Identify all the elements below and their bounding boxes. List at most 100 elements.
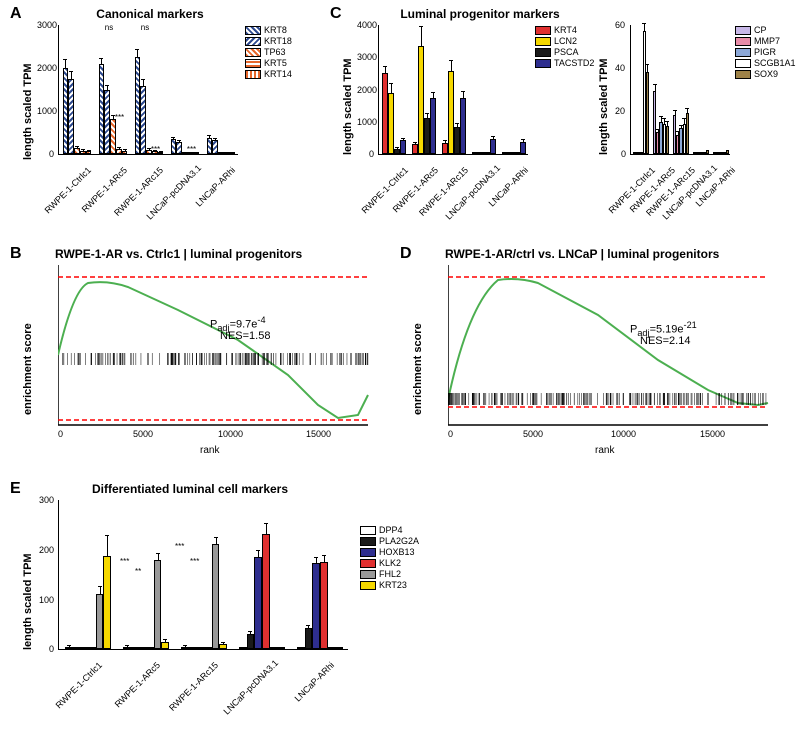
error-cap bbox=[156, 553, 160, 554]
bar bbox=[140, 86, 146, 154]
error-cap bbox=[659, 116, 663, 117]
legend-label: TACSTD2 bbox=[554, 58, 594, 68]
legend-swatch bbox=[360, 526, 376, 535]
legend-swatch bbox=[245, 26, 261, 35]
error-bar bbox=[493, 137, 494, 139]
error-cap bbox=[264, 523, 268, 524]
error-cap bbox=[431, 92, 435, 93]
panel-e-chart: 300 200 100 0 bbox=[58, 500, 348, 650]
legend-label: FHL2 bbox=[379, 569, 401, 579]
bar bbox=[154, 560, 162, 649]
svg-text:10000: 10000 bbox=[611, 429, 636, 439]
error-bar bbox=[675, 111, 676, 115]
error-cap bbox=[123, 149, 127, 150]
error-cap bbox=[214, 537, 218, 538]
error-bar bbox=[391, 84, 392, 93]
bar bbox=[73, 647, 81, 649]
bar bbox=[65, 647, 73, 650]
error-bar bbox=[69, 646, 70, 647]
legend-label: MMP7 bbox=[754, 36, 780, 46]
error-bar bbox=[100, 587, 101, 595]
sig-label: *** bbox=[184, 145, 199, 154]
error-bar bbox=[158, 554, 159, 560]
error-bar bbox=[101, 59, 102, 64]
error-bar bbox=[647, 65, 648, 72]
error-bar bbox=[71, 72, 72, 79]
legend-swatch bbox=[535, 26, 551, 35]
legend-label: HOXB13 bbox=[379, 547, 415, 557]
panel-e-legend: DPP4 PLA2G2A HOXB13 KLK2 FHL2 KRT23 bbox=[360, 525, 419, 591]
error-cap bbox=[425, 113, 429, 114]
legend-label: PSCA bbox=[554, 47, 579, 57]
error-bar bbox=[137, 50, 138, 57]
panel-a-legend: KRT8 KRT18 TP63 KRT5 KRT14 bbox=[245, 25, 292, 80]
error-bar bbox=[655, 85, 656, 92]
bar bbox=[706, 150, 709, 154]
legend-swatch bbox=[245, 59, 261, 68]
error-bar bbox=[173, 138, 174, 139]
legend-label: KRT8 bbox=[264, 25, 287, 35]
panel-d-title: RWPE-1-AR/ctrl vs. LNCaP | luminal proge… bbox=[445, 247, 785, 261]
panel-a-bars bbox=[59, 25, 238, 154]
panel-e-label: E bbox=[10, 480, 21, 498]
error-cap bbox=[665, 121, 669, 122]
legend-swatch bbox=[535, 48, 551, 57]
sig-label: ns bbox=[135, 23, 155, 32]
x-tick-label: RWPE-1-ARc15 bbox=[164, 660, 221, 717]
bar bbox=[297, 647, 305, 649]
ytick: 2000 bbox=[37, 63, 57, 73]
legend-swatch bbox=[535, 59, 551, 68]
panel-a-label: A bbox=[10, 5, 22, 23]
ytick: 2000 bbox=[357, 85, 377, 95]
bar bbox=[726, 150, 729, 154]
legend-label: SOX9 bbox=[754, 69, 778, 79]
error-cap bbox=[383, 66, 387, 67]
error-bar bbox=[463, 92, 464, 98]
svg-text:10000: 10000 bbox=[218, 429, 243, 439]
bar bbox=[212, 544, 220, 649]
ytick: 3000 bbox=[37, 20, 57, 30]
x-tick-label: LNCaP-ARhi bbox=[280, 660, 337, 717]
bar bbox=[320, 562, 328, 650]
legend-swatch bbox=[360, 559, 376, 568]
panel-e: E Differentiated luminal cell markers le… bbox=[10, 480, 510, 750]
error-cap bbox=[306, 625, 310, 626]
error-cap bbox=[125, 645, 129, 646]
error-cap bbox=[314, 557, 318, 558]
error-cap bbox=[141, 79, 145, 80]
legend-swatch bbox=[360, 581, 376, 590]
panel-a-title: Canonical markers bbox=[60, 7, 240, 21]
bar bbox=[146, 647, 154, 649]
panel-c-right-bars bbox=[631, 25, 730, 154]
error-cap bbox=[67, 645, 71, 646]
legend-swatch bbox=[735, 37, 751, 46]
error-cap bbox=[461, 91, 465, 92]
panel-a-ylabel: length scaled TPM bbox=[22, 50, 34, 160]
error-bar bbox=[179, 141, 180, 142]
error-cap bbox=[413, 142, 417, 143]
error-bar bbox=[403, 139, 404, 141]
legend-swatch bbox=[360, 548, 376, 557]
error-cap bbox=[221, 642, 225, 643]
ytick: 0 bbox=[49, 149, 54, 159]
panel-b-nes: NES=1.58 bbox=[220, 330, 270, 342]
error-cap bbox=[63, 59, 67, 60]
legend-swatch bbox=[735, 48, 751, 57]
panel-c-ylabel-left: length scaled TPM bbox=[342, 45, 354, 155]
error-bar bbox=[433, 93, 434, 98]
error-cap bbox=[213, 138, 217, 139]
panel-a-chart: 3000 2000 1000 0 bbox=[58, 25, 238, 155]
panel-c-title: Luminal progenitor markers bbox=[380, 7, 580, 21]
bar bbox=[196, 647, 204, 649]
panel-c-ylabel-right: length scaled TPM bbox=[598, 45, 610, 155]
panel-c-label: C bbox=[330, 5, 342, 23]
panel-e-title: Differentiated luminal cell markers bbox=[60, 482, 320, 496]
legend-label: KRT18 bbox=[264, 36, 292, 46]
x-tick-label: RWPE-1-ARc5 bbox=[106, 660, 163, 717]
error-bar bbox=[185, 646, 186, 647]
error-cap bbox=[662, 118, 666, 119]
error-bar bbox=[266, 524, 267, 534]
panel-c-chart-right: 60 40 20 0 bbox=[630, 25, 730, 155]
error-bar bbox=[209, 136, 210, 138]
sig-label: *** bbox=[120, 557, 129, 566]
